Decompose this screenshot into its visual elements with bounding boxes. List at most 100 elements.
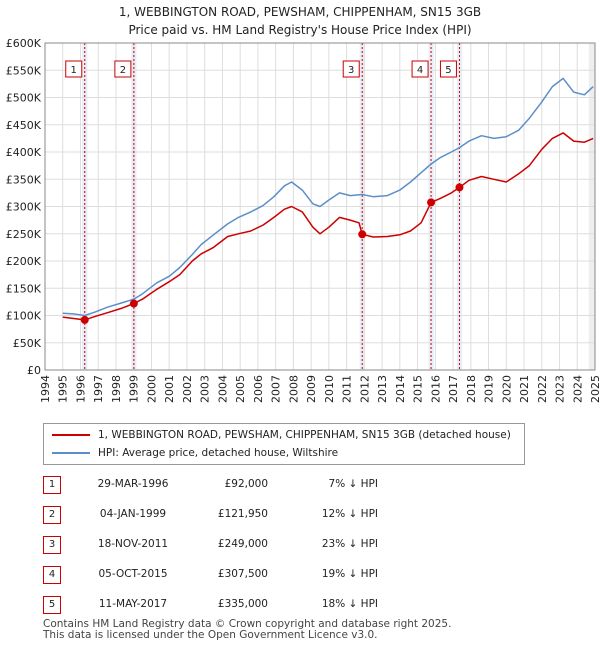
x-tick-label: 1994	[39, 375, 52, 403]
table-row: 4 05-OCT-2015 £307,500 19% ↓ HPI	[43, 566, 463, 586]
x-tick-label: 2003	[199, 375, 212, 403]
sale-number-box	[114, 60, 132, 78]
x-tick-label: 2017	[447, 375, 460, 403]
legend-label-property: 1, WEBBINGTON ROAD, PEWSHAM, CHIPPENHAM,…	[98, 429, 511, 441]
x-tick-label: 2021	[518, 375, 531, 403]
x-tick-label: 2022	[536, 375, 549, 403]
sale-number-box	[342, 60, 360, 78]
x-tick-label: 1997	[92, 375, 105, 403]
transaction-number: 1	[43, 476, 61, 494]
sale-number-label: 2	[120, 65, 126, 76]
transaction-price: £92,000	[224, 478, 268, 490]
footer-copyright: Contains HM Land Registry data © Crown c…	[43, 618, 452, 630]
table-row: 5 11-MAY-2017 £335,000 18% ↓ HPI	[43, 596, 463, 616]
x-tick-label: 2008	[287, 375, 300, 403]
x-tick-label: 1995	[57, 375, 70, 403]
y-tick-label: £600K	[6, 37, 42, 50]
legend-swatch-hpi	[52, 452, 90, 454]
x-tick-label: 2024	[571, 375, 584, 403]
x-tick-label: 2011	[341, 375, 354, 403]
x-tick-label: 2015	[412, 375, 425, 403]
transaction-date: 04-JAN-1999	[99, 508, 167, 520]
y-tick-label: £50K	[13, 337, 42, 350]
table-row: 3 18-NOV-2011 £249,000 23% ↓ HPI	[43, 536, 463, 556]
sale-point	[80, 315, 89, 324]
x-tick-label: 2020	[500, 375, 513, 403]
chart-title: 1, WEBBINGTON ROAD, PEWSHAM, CHIPPENHAM,…	[118, 5, 482, 19]
x-tick-label: 2012	[358, 375, 371, 403]
y-tick-label: £150K	[6, 282, 42, 295]
chart-title-block: 1, WEBBINGTON ROAD, PEWSHAM, CHIPPENHAM,…	[0, 3, 600, 39]
legend-entry-property: 1, WEBBINGTON ROAD, PEWSHAM, CHIPPENHAM,…	[52, 426, 511, 444]
y-tick-label: £500K	[6, 92, 42, 105]
legend-entry-hpi: HPI: Average price, detached house, Wilt…	[52, 444, 338, 462]
transaction-hpi-diff: 19% ↓ HPI	[321, 568, 378, 580]
y-tick-label: £250K	[6, 228, 42, 241]
y-tick-label: £450K	[6, 119, 42, 132]
x-tick-label: 2004	[216, 375, 229, 403]
legend-swatch-property	[52, 434, 90, 436]
sale-point	[427, 198, 436, 207]
footer-license: This data is licensed under the Open Gov…	[43, 629, 378, 641]
price-chart: £0 £50K £100K £150K £200K £250K £300K £350K £400…	[6, 37, 600, 403]
y-tick-label: £550K	[6, 64, 42, 77]
transaction-date: 18-NOV-2011	[97, 538, 169, 550]
transaction-number: 4	[43, 566, 61, 584]
table-row: 2 04-JAN-1999 £121,950 12% ↓ HPI	[43, 506, 463, 526]
y-tick-label: £400K	[6, 146, 42, 159]
y-tick-label: £300K	[6, 201, 42, 214]
x-tick-label: 2025	[589, 375, 600, 403]
sale-point	[455, 183, 464, 192]
x-tick-label: 2014	[394, 375, 407, 403]
x-tick-label: 2001	[163, 375, 176, 403]
x-tick-label: 1996	[74, 375, 87, 403]
sale-number-box	[411, 60, 429, 78]
plot-frame	[44, 42, 596, 371]
transaction-price: £335,000	[217, 598, 268, 610]
chart-legend: 1, WEBBINGTON ROAD, PEWSHAM, CHIPPENHAM,…	[43, 423, 525, 465]
transaction-hpi-diff: 7% ↓ HPI	[328, 478, 378, 490]
sale-point	[129, 299, 138, 308]
transaction-price: £307,500	[217, 568, 268, 580]
transaction-price: £121,950	[217, 508, 268, 520]
x-tick-label: 1999	[128, 375, 141, 403]
y-tick-label: £0	[27, 364, 41, 377]
sale-number-label: 5	[445, 65, 451, 76]
footer-attribution: Contains HM Land Registry data © Crown c…	[43, 619, 451, 641]
transaction-number: 3	[43, 536, 61, 554]
transaction-hpi-diff: 12% ↓ HPI	[321, 508, 378, 520]
hpi-series-line	[62, 77, 594, 317]
x-tick-label: 2010	[323, 375, 336, 403]
sale-number-label: 4	[417, 65, 423, 76]
transaction-hpi-diff: 18% ↓ HPI	[321, 598, 378, 610]
x-tick-label: 2023	[554, 375, 567, 403]
x-tick-label: 2007	[270, 375, 283, 403]
x-tick-label: 2006	[252, 375, 265, 403]
x-tick-label: 2005	[234, 375, 247, 403]
property-series-line	[62, 132, 594, 321]
chart-subtitle: Price paid vs. HM Land Registry's House …	[128, 23, 472, 37]
transaction-price: £249,000	[217, 538, 268, 550]
transaction-date: 29-MAR-1996	[97, 478, 169, 490]
x-tick-label: 2016	[429, 375, 442, 403]
transaction-number: 2	[43, 506, 61, 524]
x-tick-label: 2013	[376, 375, 389, 403]
x-tick-label: 2019	[483, 375, 496, 403]
transaction-date: 11-MAY-2017	[98, 598, 168, 610]
y-tick-label: £350K	[6, 173, 42, 186]
x-tick-label: 2009	[305, 375, 318, 403]
sale-number-label: 1	[71, 65, 77, 76]
transaction-hpi-diff: 23% ↓ HPI	[321, 538, 378, 550]
transaction-date: 05-OCT-2015	[98, 568, 168, 580]
sale-number-box	[439, 60, 457, 78]
x-tick-label: 1998	[110, 375, 123, 403]
legend-label-hpi: HPI: Average price, detached house, Wilt…	[98, 447, 339, 459]
y-tick-label: £200K	[6, 255, 42, 268]
sale-number-label: 3	[348, 65, 354, 76]
x-tick-label: 2002	[181, 375, 194, 403]
x-tick-label: 2018	[465, 375, 478, 403]
table-row: 1 29-MAR-1996 £92,000 7% ↓ HPI	[43, 476, 463, 496]
y-tick-label: £100K	[6, 310, 42, 323]
x-tick-label: 2000	[145, 375, 158, 403]
sale-point	[358, 230, 367, 239]
